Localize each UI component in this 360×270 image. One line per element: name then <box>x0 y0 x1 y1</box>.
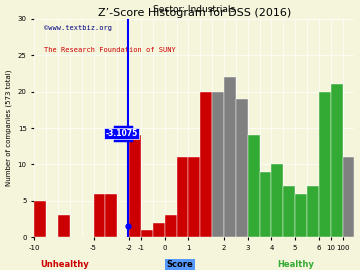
Bar <box>58 215 70 237</box>
Bar <box>153 223 165 237</box>
Text: The Research Foundation of SUNY: The Research Foundation of SUNY <box>44 47 176 53</box>
Bar <box>307 186 319 237</box>
Bar <box>176 157 188 237</box>
Bar <box>188 157 200 237</box>
Bar <box>319 92 331 237</box>
Y-axis label: Number of companies (573 total): Number of companies (573 total) <box>5 70 12 186</box>
Bar <box>141 230 153 237</box>
Bar <box>283 186 295 237</box>
Bar <box>224 77 236 237</box>
Bar <box>200 92 212 237</box>
Bar <box>94 194 105 237</box>
Text: ©www.textbiz.org: ©www.textbiz.org <box>44 25 112 31</box>
Bar <box>105 194 117 237</box>
Text: Score: Score <box>167 260 193 269</box>
Bar <box>129 135 141 237</box>
Bar <box>34 201 46 237</box>
Bar <box>271 164 283 237</box>
Bar <box>343 157 355 237</box>
Bar <box>331 84 343 237</box>
Bar <box>295 194 307 237</box>
Bar <box>165 215 176 237</box>
Text: -3.1075: -3.1075 <box>105 129 138 138</box>
Text: Healthy: Healthy <box>277 260 314 269</box>
Title: Z’-Score Histogram for DSS (2016): Z’-Score Histogram for DSS (2016) <box>98 8 291 18</box>
Bar <box>212 92 224 237</box>
Bar <box>260 172 271 237</box>
Bar <box>248 135 260 237</box>
Text: Unhealthy: Unhealthy <box>40 260 89 269</box>
Text: Sector: Industrials: Sector: Industrials <box>153 5 235 14</box>
Bar <box>236 99 248 237</box>
